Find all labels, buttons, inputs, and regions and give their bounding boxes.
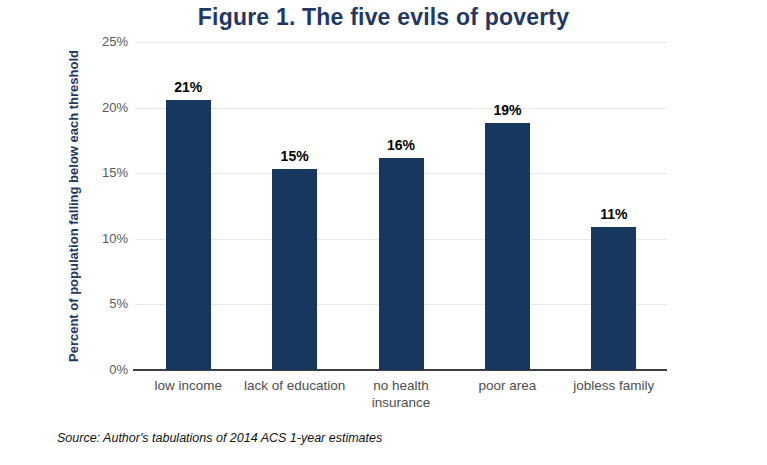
bar-slot: 19% bbox=[454, 42, 560, 370]
bar-value-label: 21% bbox=[174, 80, 202, 95]
source-note: Source: Author's tabulations of 2014 ACS… bbox=[57, 431, 382, 445]
x-axis-labels: low incomelack of educationno health ins… bbox=[135, 377, 667, 411]
bar-value-label: 11% bbox=[600, 207, 627, 222]
bar-slot: 16% bbox=[348, 42, 454, 370]
plot-area: 21% 15% 16% 19% 11% bbox=[135, 42, 667, 370]
bar-value-label: 15% bbox=[281, 149, 309, 164]
bar-jobless-family bbox=[591, 227, 636, 370]
bar-value-label: 19% bbox=[493, 103, 521, 118]
bar-value-label: 16% bbox=[387, 138, 415, 153]
y-tick-label: 20% bbox=[88, 100, 128, 116]
bar-no-health-insurance bbox=[379, 158, 424, 370]
bar-poor-area bbox=[485, 123, 530, 370]
y-tick-label: 5% bbox=[88, 296, 128, 312]
x-category-label: no health insurance bbox=[348, 377, 454, 411]
x-category-label: lack of education bbox=[241, 377, 347, 394]
y-tick-label: 25% bbox=[88, 34, 128, 50]
x-category-label: jobless family bbox=[561, 377, 667, 394]
bar-lack-of-education bbox=[272, 169, 317, 370]
bars: 21% 15% 16% 19% 11% bbox=[135, 42, 667, 370]
x-category-label: low income bbox=[135, 377, 241, 394]
y-axis-title: Percent of population falling below each… bbox=[66, 50, 81, 362]
figure-container: Figure 1. The five evils of poverty Perc… bbox=[0, 0, 767, 465]
chart-title: Figure 1. The five evils of poverty bbox=[0, 4, 767, 31]
bar-low-income bbox=[166, 100, 211, 370]
x-category-label: poor area bbox=[454, 377, 560, 394]
y-tick-label: 0% bbox=[88, 362, 128, 378]
y-tick-label: 10% bbox=[88, 231, 128, 247]
bar-slot: 11% bbox=[561, 42, 667, 370]
bar-slot: 21% bbox=[135, 42, 241, 370]
bar-slot: 15% bbox=[241, 42, 347, 370]
y-tick-label: 15% bbox=[88, 165, 128, 181]
y-axis-ticks: 0%5%10%15%20%25% bbox=[88, 42, 128, 370]
